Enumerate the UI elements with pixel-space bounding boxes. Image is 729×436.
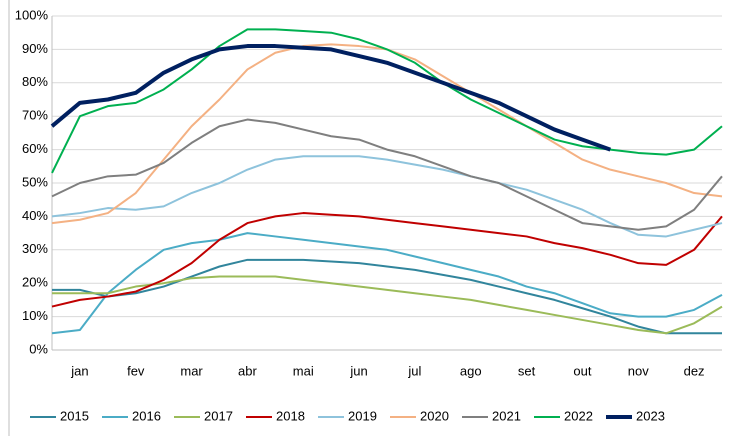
series-line <box>51 155 723 238</box>
series-line <box>52 258 722 335</box>
series-line <box>51 118 723 231</box>
x-tick-label: jun <box>349 363 367 378</box>
y-tick-label: 100% <box>15 7 49 22</box>
legend-label: 2016 <box>132 408 161 423</box>
legend-label: 2022 <box>564 408 593 423</box>
legend-label: 2018 <box>276 408 305 423</box>
legend-label: 2023 <box>636 408 665 423</box>
legend-label: 2019 <box>348 408 377 423</box>
y-tick-label: 10% <box>22 308 48 323</box>
x-tick-label: fev <box>127 363 145 378</box>
y-tick-label: 70% <box>22 108 48 123</box>
x-tick-label: set <box>518 363 536 378</box>
series-line <box>51 28 723 174</box>
x-tick-label: out <box>573 363 591 378</box>
x-tick-label: jul <box>407 363 421 378</box>
legend-label: 2020 <box>420 408 449 423</box>
y-tick-label: 20% <box>22 275 48 290</box>
series-line <box>51 212 723 308</box>
series-line <box>52 275 723 335</box>
y-tick-label: 30% <box>22 241 48 256</box>
series-line <box>50 44 612 152</box>
y-tick-label: 90% <box>22 41 48 56</box>
y-tick-label: 40% <box>22 208 48 223</box>
series-line <box>51 232 723 335</box>
x-tick-label: jan <box>70 363 88 378</box>
x-tick-label: ago <box>460 363 482 378</box>
y-tick-label: 80% <box>22 74 48 89</box>
legend-label: 2017 <box>204 408 233 423</box>
x-tick-label: mar <box>180 363 203 378</box>
x-tick-label: abr <box>238 363 257 378</box>
x-tick-label: nov <box>628 363 649 378</box>
legend-label: 2021 <box>492 408 521 423</box>
series-line <box>51 43 723 225</box>
legend-label: 2015 <box>60 408 89 423</box>
x-tick-label: mai <box>293 363 314 378</box>
x-tick-label: dez <box>684 363 705 378</box>
y-tick-label: 60% <box>22 141 48 156</box>
y-tick-label: 0% <box>29 341 48 356</box>
y-tick-label: 50% <box>22 174 48 189</box>
